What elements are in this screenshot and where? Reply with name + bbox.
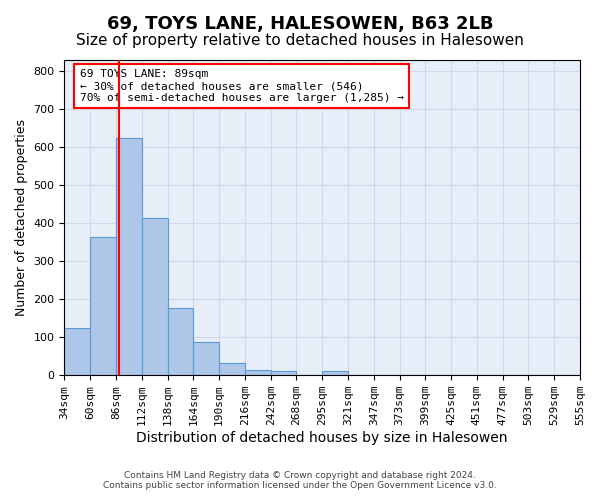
Bar — [142, 218, 167, 375]
Text: 69 TOYS LANE: 89sqm
← 30% of detached houses are smaller (546)
70% of semi-detac: 69 TOYS LANE: 89sqm ← 30% of detached ho… — [80, 70, 404, 102]
X-axis label: Distribution of detached houses by size in Halesowen: Distribution of detached houses by size … — [136, 431, 508, 445]
Bar — [116, 138, 142, 375]
Text: 69, TOYS LANE, HALESOWEN, B63 2LB: 69, TOYS LANE, HALESOWEN, B63 2LB — [107, 15, 493, 33]
Bar — [193, 342, 219, 375]
Y-axis label: Number of detached properties: Number of detached properties — [15, 119, 28, 316]
Bar — [245, 370, 271, 375]
Bar — [64, 328, 90, 375]
Text: Size of property relative to detached houses in Halesowen: Size of property relative to detached ho… — [76, 32, 524, 48]
Bar — [271, 372, 296, 375]
Text: Contains HM Land Registry data © Crown copyright and database right 2024.
Contai: Contains HM Land Registry data © Crown c… — [103, 470, 497, 490]
Bar — [322, 372, 348, 375]
Bar — [167, 308, 193, 375]
Bar — [219, 363, 245, 375]
Bar — [90, 236, 116, 375]
